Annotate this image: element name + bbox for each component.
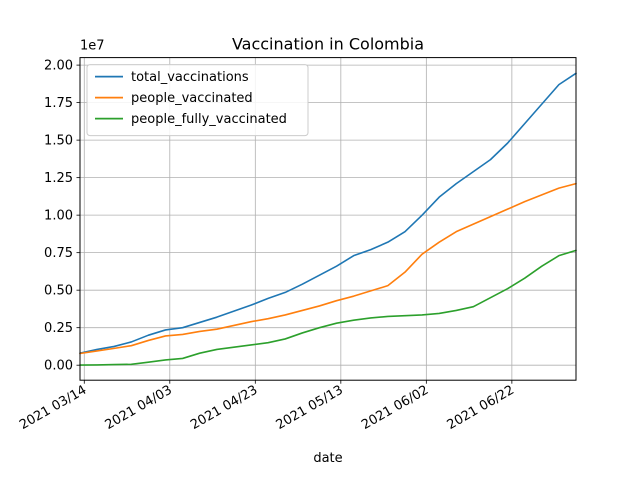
y-tick-label: 1.50 [44,134,73,149]
x-axis-label: date [313,451,342,466]
y-offset-label: 1e7 [80,39,105,54]
legend-box [86,64,309,137]
legend-label: total_vaccinations [131,70,249,85]
y-tick-label: 2.00 [44,59,73,74]
series-lines [79,72,577,366]
y-tick-label: 1.75 [44,96,73,111]
y-tick-label: 1.25 [44,171,73,186]
legend: total_vaccinations people_vaccinatedpeopl… [86,64,309,137]
series-line-people-fully-vaccinated [79,249,577,366]
series-line-total-vaccinations [79,72,577,354]
y-tick-label: 1.00 [44,209,73,224]
y-tick-label: 0.25 [44,321,73,336]
legend-label: people_fully_vaccinated [131,112,287,127]
legend-label: people_vaccinated [131,91,253,106]
axes-frame [79,57,577,381]
series-line-people-vaccinated [79,182,577,355]
y-tick-label: 0.00 [44,359,73,374]
y-axis: 0.00 0.25 0.50 0.75 1.00 1.25 1.50 1.75 2.00 [44,59,80,374]
y-tick-label: 0.50 [44,284,73,299]
chart-title: Vaccination in Colombia [232,35,424,54]
y-tick-label: 0.75 [44,246,73,261]
